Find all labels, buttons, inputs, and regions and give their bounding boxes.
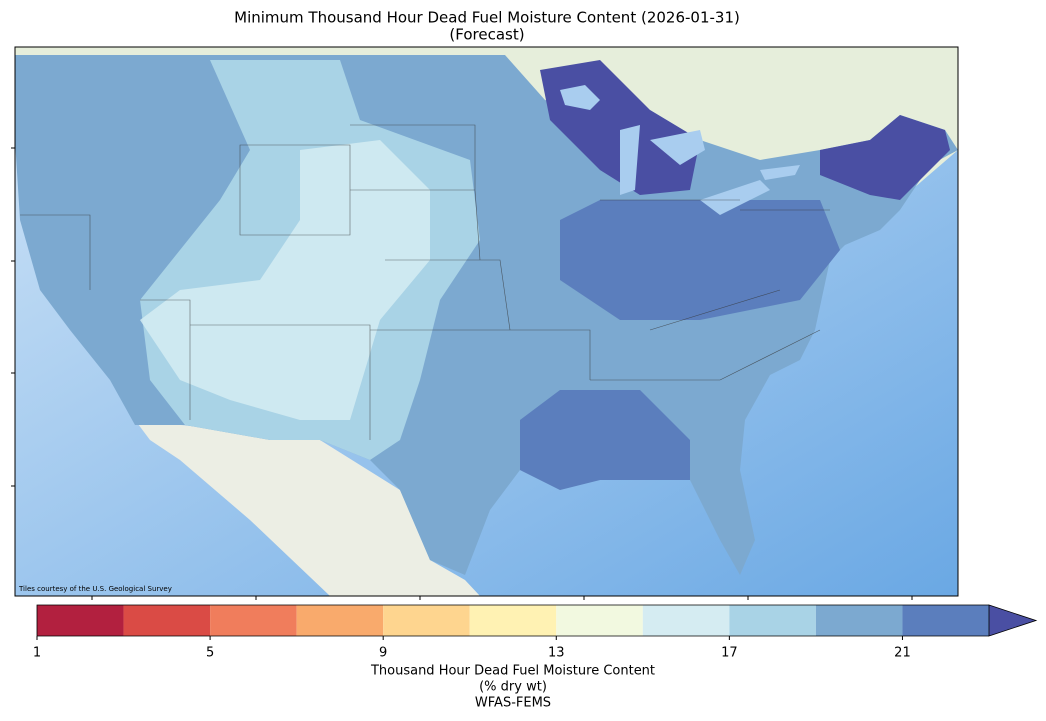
map-subtitle: (Forecast) bbox=[449, 26, 524, 44]
colorbar-segment bbox=[556, 605, 643, 636]
colorbar-label: WFAS-FEMS bbox=[475, 696, 551, 711]
colorbar-segment bbox=[469, 605, 557, 636]
colorbar-tick-label: 9 bbox=[379, 646, 387, 661]
colorbar-segment bbox=[123, 605, 211, 636]
colorbar-tick-label: 1 bbox=[33, 646, 41, 661]
colorbar-segment bbox=[296, 605, 384, 636]
colorbar-tick-label: 21 bbox=[894, 646, 911, 661]
region-drier bbox=[140, 140, 430, 420]
map-frame bbox=[14, 46, 959, 597]
colorbar-tick-label: 13 bbox=[548, 646, 565, 661]
colorbar-segment bbox=[210, 605, 297, 636]
region-midwest bbox=[560, 200, 840, 320]
colorbar: 1 5 9 13 17 21 Thousand Hour Dead Fuel Moistur… bbox=[33, 604, 1038, 711]
colorbar-segment bbox=[729, 605, 816, 636]
region-northeast bbox=[820, 115, 950, 200]
map-axis-ticks bbox=[11, 147, 913, 600]
colorbar-segment bbox=[642, 605, 730, 636]
colorbar-segment bbox=[37, 605, 124, 636]
colorbar-tick-label: 5 bbox=[206, 646, 214, 661]
colorbar-segment bbox=[902, 605, 989, 636]
colorbar-label: Thousand Hour Dead Fuel Moisture Content bbox=[370, 664, 655, 679]
colorbar-segment bbox=[815, 605, 903, 636]
state-borders bbox=[20, 124, 830, 440]
mexico bbox=[135, 420, 480, 596]
colorbar-segment bbox=[383, 605, 470, 636]
map-title: Minimum Thousand Hour Dead Fuel Moisture… bbox=[234, 9, 740, 27]
colorbar-frame bbox=[36, 604, 989, 637]
colorbar-extension bbox=[988, 604, 1038, 637]
great-lakes-water bbox=[560, 85, 800, 215]
map: Tiles courtesy of the U.S. Geological Su… bbox=[15, 47, 958, 596]
map-credit: Tiles courtesy of the U.S. Geological Su… bbox=[18, 585, 172, 593]
colorbar-label: (% dry wt) bbox=[479, 680, 547, 695]
colorbar-tick-label: 17 bbox=[721, 646, 738, 661]
region-southeast bbox=[520, 390, 690, 490]
